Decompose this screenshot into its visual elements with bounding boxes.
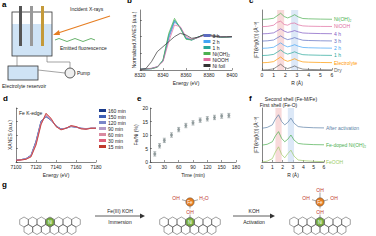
- svg-text:NiOOH: NiOOH: [212, 56, 229, 63]
- svg-text:R (Å): R (Å): [287, 172, 299, 178]
- svg-text:7100: 7100: [10, 164, 21, 170]
- svg-text:15: 15: [142, 119, 148, 125]
- svg-text:Fe(III) KOH: Fe(III) KOH: [107, 208, 133, 214]
- svg-text:Fe-doped Ni(OH)₂: Fe-doped Ni(OH)₂: [326, 142, 366, 148]
- svg-text:OH: OH: [186, 209, 194, 215]
- svg-text:Electrolyte reservoir: Electrolyte reservoir: [2, 83, 47, 89]
- svg-text:30: 30: [162, 164, 168, 170]
- svg-text:15 min: 15 min: [108, 144, 123, 150]
- svg-text:160 min: 160 min: [108, 107, 126, 114]
- svg-text:150 min: 150 min: [108, 113, 126, 120]
- svg-text:R (Å): R (Å): [291, 80, 303, 86]
- svg-text:OH: OH: [316, 187, 324, 193]
- svg-text:20: 20: [142, 105, 148, 111]
- svg-text:7120: 7120: [30, 164, 41, 170]
- svg-text:Second shell (Fe-M/Fe): Second shell (Fe-M/Fe): [265, 96, 318, 102]
- svg-text:Emitted fluorescence: Emitted fluorescence: [60, 45, 107, 51]
- svg-text:OH: OH: [316, 209, 324, 215]
- svg-text:Normalized XANES (a.u.): Normalized XANES (a.u.): [131, 11, 137, 68]
- svg-text:0: 0: [261, 72, 264, 78]
- svg-text:3: 3: [296, 72, 299, 78]
- html-text:g: g: [2, 180, 7, 189]
- svg-text:8380: 8380: [203, 72, 214, 78]
- svg-text:Fe: Fe: [317, 200, 323, 205]
- svg-text:Ni: Ni: [318, 220, 322, 225]
- svg-text:90 min: 90 min: [108, 125, 123, 132]
- svg-text:NiOOH: NiOOH: [334, 23, 351, 29]
- svg-text:Energy (eV): Energy (eV): [43, 172, 70, 178]
- svg-text:Fe/Ni (%): Fe/Ni (%): [133, 124, 139, 145]
- svg-text:Ni: Ni: [48, 220, 52, 225]
- svg-text:2: 2: [284, 72, 287, 78]
- svg-text:First shell (Fe-O): First shell (Fe-O): [260, 102, 298, 108]
- svg-text:8360: 8360: [180, 72, 191, 78]
- svg-text:30 min: 30 min: [108, 137, 123, 144]
- svg-text:Ni(OH)₂: Ni(OH)₂: [212, 50, 230, 57]
- html-text:d: d: [3, 94, 8, 103]
- svg-text:8400: 8400: [226, 72, 237, 78]
- svg-text:H₂O: H₂O: [199, 195, 209, 201]
- svg-text:OH: OH: [330, 195, 338, 201]
- svg-text:Time (min): Time (min): [181, 172, 205, 178]
- svg-text:10: 10: [142, 132, 148, 138]
- svg-text:OH: OH: [172, 195, 180, 201]
- svg-text:Energy (eV): Energy (eV): [173, 80, 200, 86]
- svg-text:1 h: 1 h: [212, 44, 220, 51]
- svg-text:4: 4: [302, 164, 305, 170]
- html-text:a: a: [2, 0, 7, 9]
- svg-text:3 h: 3 h: [212, 32, 220, 39]
- svg-text:KOH: KOH: [249, 208, 260, 214]
- svg-text:1: 1: [271, 164, 274, 170]
- svg-text:|FT(k³χ(k))| (Å⁻³): |FT(k³χ(k))| (Å⁻³): [253, 21, 259, 58]
- svg-text:5: 5: [312, 164, 315, 170]
- svg-text:2: 2: [281, 164, 284, 170]
- svg-text:Ni: Ni: [188, 220, 192, 225]
- svg-text:4: 4: [307, 72, 310, 78]
- svg-text:FeOOH: FeOOH: [326, 159, 344, 165]
- svg-text:7140: 7140: [50, 164, 61, 170]
- svg-text:6: 6: [330, 71, 334, 78]
- svg-text:Fe: Fe: [187, 200, 193, 205]
- svg-text:Activation: Activation: [243, 219, 265, 225]
- svg-text:1: 1: [272, 72, 275, 78]
- svg-text:90: 90: [190, 164, 196, 170]
- svg-text:6: 6: [322, 163, 326, 170]
- svg-text:2 h: 2 h: [334, 45, 341, 51]
- svg-text:7160: 7160: [70, 164, 81, 170]
- svg-text:3 h: 3 h: [334, 38, 341, 44]
- svg-text:Dry: Dry: [334, 67, 342, 73]
- svg-text:OH: OH: [302, 195, 310, 201]
- svg-text:Ni foil: Ni foil: [213, 63, 226, 69]
- html-text:f: f: [249, 94, 252, 103]
- svg-text:8320: 8320: [134, 72, 145, 78]
- svg-text:4 h: 4 h: [334, 31, 341, 37]
- svg-text:1 h: 1 h: [334, 52, 341, 58]
- svg-text:60: 60: [176, 164, 182, 170]
- svg-text:Fe K-edge: Fe K-edge: [19, 110, 43, 116]
- svg-text:2 h: 2 h: [212, 38, 220, 45]
- svg-text:Electrolyte: Electrolyte: [334, 60, 358, 66]
- svg-text:0: 0: [261, 164, 264, 170]
- svg-text:0: 0: [145, 159, 148, 165]
- svg-text:150: 150: [217, 164, 226, 170]
- svg-text:Incident X-rays: Incident X-rays: [70, 6, 104, 12]
- svg-text:120: 120: [203, 164, 212, 170]
- svg-text:|FT(k³χ(k))| (Å⁻³): |FT(k³χ(k))| (Å⁻³): [253, 116, 259, 153]
- svg-text:120 min: 120 min: [108, 119, 126, 126]
- svg-text:3: 3: [292, 164, 295, 170]
- svg-text:180: 180: [232, 164, 241, 170]
- svg-text:8340: 8340: [157, 72, 168, 78]
- svg-text:5: 5: [145, 146, 148, 152]
- svg-text:5: 5: [319, 72, 322, 78]
- html-text:e: e: [137, 94, 142, 103]
- svg-text:Immersion: Immersion: [108, 219, 132, 225]
- svg-text:After activation: After activation: [326, 125, 359, 131]
- svg-text:0: 0: [149, 164, 152, 170]
- svg-text:Ni(OH)₂: Ni(OH)₂: [334, 16, 352, 22]
- svg-text:7180: 7180: [90, 164, 101, 170]
- svg-text:60 min: 60 min: [108, 131, 123, 138]
- svg-text:Pump: Pump: [77, 70, 90, 76]
- svg-text:XANES (a.u.): XANES (a.u.): [7, 120, 13, 150]
